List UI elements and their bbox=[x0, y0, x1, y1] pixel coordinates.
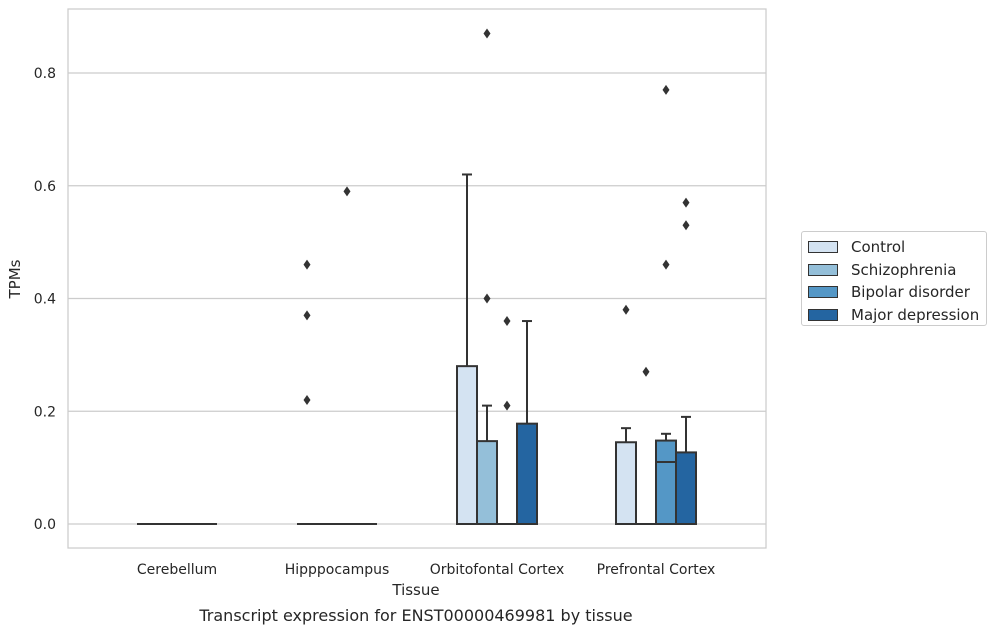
chart-title: Transcript expression for ENST0000046998… bbox=[199, 606, 633, 625]
x-axis-label: Tissue bbox=[391, 581, 439, 599]
legend-label: Schizophrenia bbox=[851, 260, 957, 279]
box bbox=[655, 439, 677, 525]
box-group bbox=[615, 304, 637, 526]
legend-label: Bipolar disorder bbox=[851, 283, 970, 302]
box-group bbox=[337, 186, 357, 525]
x-tick-label: Cerebellum bbox=[137, 562, 217, 578]
box-group bbox=[675, 197, 697, 525]
outlier-point bbox=[303, 259, 311, 270]
outlier-point bbox=[682, 220, 690, 231]
box-group bbox=[636, 366, 656, 525]
legend-swatch bbox=[808, 308, 838, 321]
legend-item: Schizophrenia bbox=[808, 259, 986, 282]
box-group bbox=[497, 316, 517, 525]
outlier-point bbox=[662, 259, 670, 270]
box bbox=[675, 451, 697, 525]
outlier-point bbox=[503, 400, 511, 411]
legend: Control Schizophrenia Bipolar disorder M… bbox=[801, 231, 987, 326]
legend-label: Major depression bbox=[851, 305, 980, 324]
outlier-point bbox=[682, 197, 690, 208]
box bbox=[456, 365, 478, 525]
outlier-point bbox=[662, 84, 670, 95]
legend-item: Bipolar disorder bbox=[808, 281, 986, 304]
outlier-point bbox=[303, 394, 311, 405]
x-tick-label: Hipppocampus bbox=[285, 562, 390, 578]
plot-frame bbox=[67, 8, 767, 549]
y-axis-label: TPMs bbox=[6, 259, 24, 299]
legend-item: Control bbox=[808, 236, 986, 259]
outlier-point bbox=[303, 310, 311, 321]
outlier-point bbox=[503, 316, 511, 327]
outlier-point bbox=[483, 293, 491, 304]
box-group bbox=[476, 28, 498, 525]
x-tick-labels: Cerebellum Hipppocampus Orbitofontal Corte… bbox=[137, 562, 715, 578]
box-group bbox=[655, 84, 677, 525]
legend-swatch bbox=[808, 241, 838, 254]
y-tick-label: 0.2 bbox=[34, 404, 56, 420]
y-tick-label: 0.0 bbox=[34, 517, 56, 533]
legend-swatch bbox=[808, 263, 838, 276]
y-tick-label: 0.8 bbox=[34, 66, 56, 82]
legend-swatch bbox=[808, 286, 838, 299]
outlier-point bbox=[622, 304, 630, 315]
y-tick-label: 0.4 bbox=[34, 292, 56, 308]
y-tick-label: 0.6 bbox=[34, 179, 56, 195]
outlier-point bbox=[343, 186, 351, 197]
box bbox=[516, 422, 538, 525]
box-group bbox=[516, 320, 538, 525]
outlier-point bbox=[483, 28, 491, 39]
outlier-point bbox=[642, 366, 650, 377]
box-marks bbox=[137, 28, 697, 526]
box bbox=[615, 441, 637, 526]
legend-label: Control bbox=[851, 238, 906, 257]
x-tick-label: Orbitofontal Cortex bbox=[430, 562, 565, 578]
box bbox=[476, 440, 498, 525]
box-group bbox=[456, 173, 478, 525]
legend-item: Major depression bbox=[808, 304, 986, 327]
y-tick-labels: 0.0 0.2 0.4 0.6 0.8 bbox=[34, 66, 56, 533]
x-tick-label: Prefrontal Cortex bbox=[597, 562, 716, 578]
box-group bbox=[297, 259, 317, 525]
